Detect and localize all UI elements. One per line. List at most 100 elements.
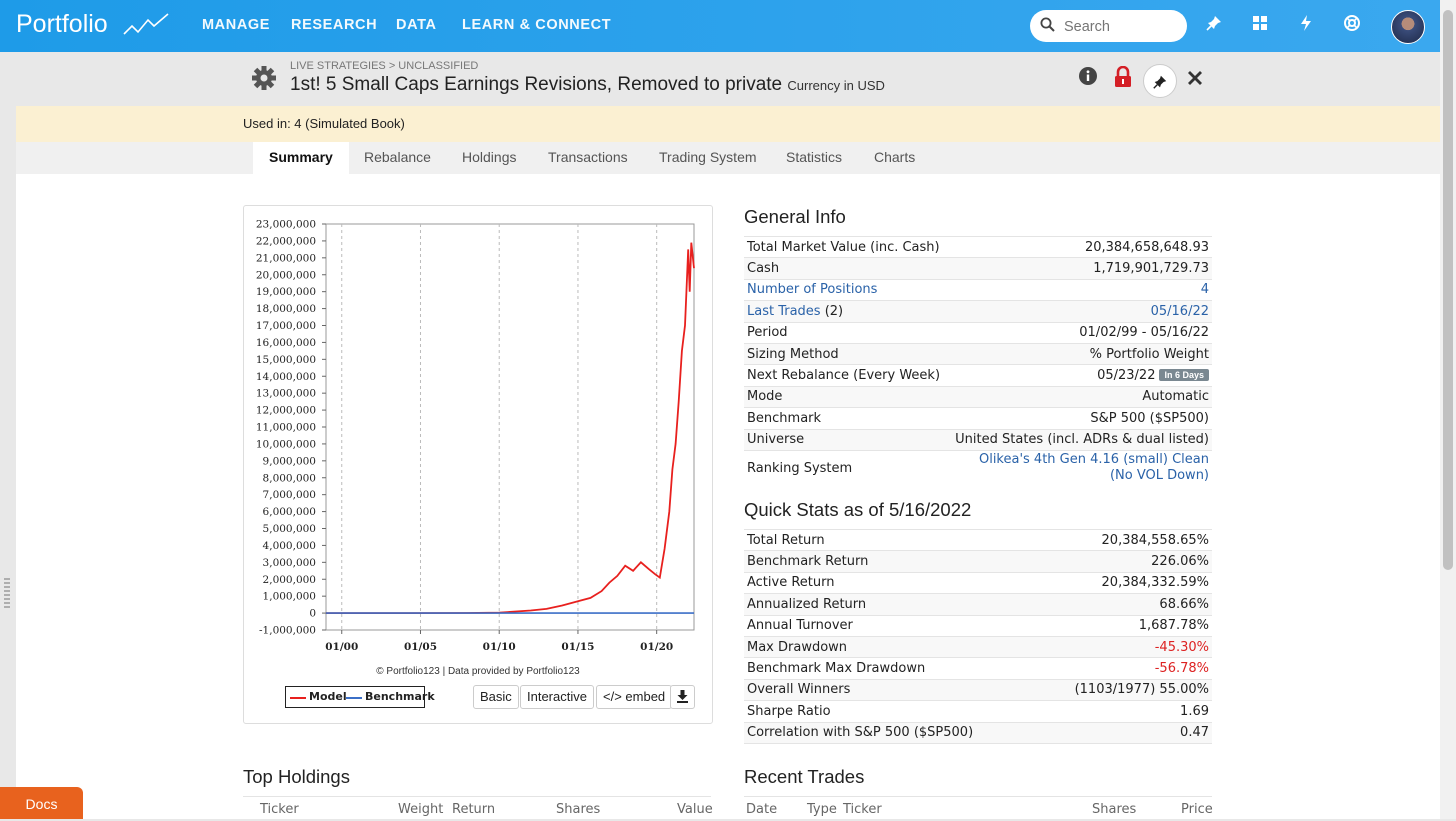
y-tick-label: 18,000,000 [256, 303, 316, 315]
qs-label: Total Return [744, 528, 1036, 551]
col-type[interactable]: Type [807, 802, 837, 817]
y-tick-label: 21,000,000 [256, 252, 316, 264]
x-tick-label: 01/00 [325, 641, 358, 653]
y-tick-label: 4,000,000 [263, 540, 316, 552]
positions-count-link[interactable]: 4 [946, 278, 1212, 301]
table-row: Benchmark Max Drawdown -56.78% [744, 657, 1212, 680]
nav-research[interactable]: RESEARCH [291, 17, 378, 33]
lock-icon[interactable] [1109, 65, 1137, 94]
qs-value: 20,384,332.59% [1035, 571, 1212, 594]
y-tick-label: 17,000,000 [256, 320, 316, 332]
nav-manage[interactable]: MANAGE [202, 17, 271, 33]
table-row: Benchmark S&P 500 ($SP500) [744, 407, 1212, 430]
bolt-icon[interactable] [1294, 14, 1318, 38]
tab-holdings[interactable]: Holdings [462, 149, 517, 165]
tab-charts[interactable]: Charts [874, 149, 916, 165]
pin-button[interactable] [1143, 64, 1177, 98]
plot-area [325, 223, 695, 631]
legend-benchmark[interactable]: Benchmark [365, 690, 435, 703]
chart-basic-button[interactable]: Basic [473, 685, 519, 709]
table-row: Sharpe Ratio 1.69 [744, 700, 1212, 723]
tab-summary[interactable]: Summary [253, 142, 349, 174]
series-line-model [326, 242, 695, 615]
y-tick-label: 10,000,000 [256, 438, 316, 450]
col-value[interactable]: Value [677, 802, 713, 817]
info-icon[interactable] [1074, 66, 1102, 94]
chart-embed-button[interactable]: </> embed [596, 685, 673, 709]
table-row: Overall Winners (1103/1977) 55.00% [744, 678, 1212, 701]
resize-handle[interactable] [4, 578, 10, 608]
table-row: Annualized Return 68.66% [744, 593, 1212, 616]
tab-transactions[interactable]: Transactions [548, 149, 628, 165]
qs-value: 68.66% [1035, 593, 1212, 616]
y-tick-label: 3,000,000 [263, 557, 316, 569]
last-trades-link[interactable]: Last Trades [747, 303, 821, 319]
nav-data[interactable]: DATA [396, 17, 437, 33]
legend-model[interactable]: Model [309, 690, 347, 703]
table-row: Mode Automatic [744, 385, 1212, 408]
col-trade-ticker[interactable]: Ticker [843, 802, 882, 817]
ranking-system-line1[interactable]: Olikea's 4th Gen 4.16 (small) Clean [978, 452, 1209, 468]
tab-rebalance[interactable]: Rebalance [364, 149, 431, 165]
ranking-system-line2[interactable]: (No VOL Down) [1109, 468, 1209, 484]
qs-label: Benchmark Return [744, 550, 1036, 573]
download-button[interactable] [670, 685, 695, 709]
col-ticker[interactable]: Ticker [260, 802, 299, 817]
y-tick-label: 14,000,000 [256, 371, 316, 383]
top-holdings-title: Top Holdings [243, 766, 350, 787]
chart-credit: © Portfolio123 | Data provided by Portfo… [376, 666, 580, 677]
help-icon[interactable] [1340, 14, 1364, 38]
gi-label: Cash [744, 257, 947, 280]
scrollbar-thumb[interactable] [1443, 10, 1453, 570]
x-tick-label: 01/15 [561, 641, 594, 653]
col-weight[interactable]: Weight [398, 802, 444, 817]
col-shares[interactable]: Shares [556, 802, 601, 817]
logo[interactable]: Portfolio [16, 10, 108, 38]
quick-stats-title: Quick Stats as of 5/16/2022 [744, 499, 972, 520]
tab-statistics[interactable]: Statistics [786, 149, 843, 165]
table-row: Ranking System Olikea's 4th Gen 4.16 (sma… [744, 449, 1212, 486]
y-tick-label: 1,000,000 [263, 591, 316, 603]
gi-value: 1,719,901,729.73 [946, 257, 1212, 280]
gi-value: United States (incl. ADRs & dual listed) [946, 428, 1212, 451]
docs-button[interactable]: Docs [0, 787, 83, 819]
chart-interactive-button[interactable]: Interactive [520, 685, 594, 709]
currency-label: Currency in USD [787, 78, 885, 93]
col-price[interactable]: Price [1181, 802, 1213, 817]
table-row: Next Rebalance (Every Week) 05/23/22 In 6 … [744, 364, 1212, 387]
scrollbar[interactable] [1440, 0, 1456, 819]
table-row: Max Drawdown -45.30% [744, 635, 1212, 658]
positions-link[interactable]: Number of Positions [744, 278, 947, 301]
table-row: Cash 1,719,901,729.73 [744, 257, 1212, 280]
last-trades-date-link[interactable]: 05/16/22 [946, 300, 1212, 323]
table-row: Universe United States (incl. ADRs & dual… [744, 428, 1212, 451]
table-row: Number of Positions 4 [744, 278, 1212, 301]
qs-label: Annual Turnover [744, 614, 1036, 637]
quick-stats-table: Total Return 20,384,558.65% Benchmark Ret… [744, 528, 1212, 744]
qs-value: (1103/1977) 55.00% [1035, 678, 1212, 701]
col-trade-shares[interactable]: Shares [1092, 802, 1137, 817]
col-date[interactable]: Date [746, 802, 778, 817]
ranking-system-link[interactable]: Olikea's 4th Gen 4.16 (small) Clean (No V… [946, 449, 1212, 486]
avatar[interactable] [1391, 10, 1425, 44]
qs-label: Annualized Return [744, 593, 1036, 616]
gi-value-cell: 05/23/22 In 6 Days [946, 364, 1212, 387]
tab-trading-system[interactable]: Trading System [659, 149, 757, 165]
breadcrumb[interactable]: LIVE STRATEGIES > UNCLASSIFIED [290, 60, 479, 72]
usage-banner: Used in: 4 (Simulated Book) [16, 106, 1440, 142]
performance-chart[interactable]: -1,000,000 0 1,000,000 2,000,000 3,000,000 4,… [244, 206, 712, 666]
nav-learn-connect[interactable]: LEARN & CONNECT [462, 17, 612, 33]
qs-value: 1.69 [1035, 700, 1212, 723]
col-return[interactable]: Return [452, 802, 496, 817]
search-input[interactable] [1062, 16, 1181, 38]
qs-value: 0.47 [1035, 721, 1212, 744]
y-tick-label: 7,000,000 [263, 489, 316, 501]
gear-icon[interactable] [250, 64, 278, 99]
pin-icon[interactable] [1202, 14, 1226, 38]
recent-trades-title: Recent Trades [744, 766, 865, 787]
gi-label: Next Rebalance (Every Week) [744, 364, 947, 387]
grid-icon[interactable] [1248, 14, 1272, 38]
search-box[interactable] [1030, 10, 1187, 42]
general-info-table: Total Market Value (inc. Cash) 20,384,658… [744, 235, 1212, 486]
close-icon[interactable] [1181, 66, 1209, 94]
